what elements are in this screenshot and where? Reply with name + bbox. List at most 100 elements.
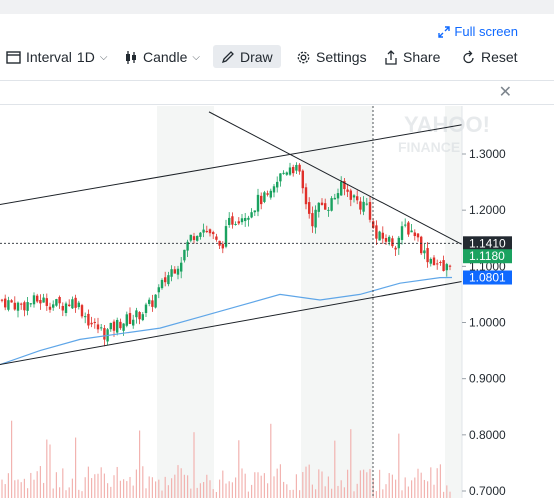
volume-bar	[257, 472, 259, 498]
volume-bar	[414, 477, 416, 498]
candle-body	[228, 217, 231, 226]
volume-bar	[244, 473, 246, 498]
volume-bar	[340, 480, 342, 498]
candle-body	[221, 244, 224, 249]
chart-type-dropdown[interactable]: Candle ⌵	[124, 44, 200, 70]
candle-body	[4, 298, 7, 308]
candle-body	[84, 316, 87, 318]
candle-body	[285, 172, 288, 175]
volume-bar	[78, 489, 80, 498]
reset-button[interactable]: Reset	[462, 44, 518, 70]
candle-body	[212, 232, 215, 235]
volume-bar	[324, 486, 326, 498]
fullscreen-button[interactable]: Full screen	[438, 24, 518, 39]
volume-bar	[311, 484, 313, 498]
candle-body	[170, 269, 173, 277]
calendar-icon	[6, 51, 21, 64]
candle-body	[372, 221, 375, 228]
candle-body	[68, 304, 71, 306]
candlesticks	[0, 162, 452, 347]
candle-body	[55, 299, 58, 306]
candle-body	[0, 299, 4, 301]
trendline[interactable]	[0, 124, 463, 205]
candle-body	[346, 189, 349, 192]
volume-bar	[17, 479, 19, 498]
candle-body	[349, 190, 352, 200]
candle-body	[397, 237, 400, 249]
candle-body	[125, 314, 128, 326]
candle-body	[148, 299, 151, 304]
volume-bar	[100, 467, 102, 498]
volume-bar	[11, 420, 13, 498]
volume-bar	[327, 476, 329, 498]
gear-icon	[297, 51, 310, 63]
candle-body	[269, 190, 272, 198]
volume-bar	[347, 469, 349, 498]
volume-bar	[23, 478, 25, 498]
candle-body	[103, 328, 106, 340]
volume-bar	[129, 476, 131, 498]
candle-body	[20, 303, 23, 305]
y-tick-label: 1.2000	[469, 203, 506, 217]
candle-body	[77, 302, 80, 308]
volume-bar	[263, 473, 265, 498]
volume-bar	[331, 488, 333, 498]
volume-bar	[49, 444, 51, 498]
share-button[interactable]: Share	[384, 44, 440, 70]
interval-dropdown[interactable]: Interval 1D ⌵	[6, 44, 107, 70]
candle-body	[90, 322, 93, 325]
candle-body	[400, 226, 404, 240]
volume-bar	[385, 484, 387, 498]
candle-body	[119, 321, 122, 329]
price-chart[interactable]: YAHOO! FINANCE 1.30001.20001.10001.00000…	[0, 106, 554, 498]
candle-body	[429, 258, 432, 264]
candle-body	[263, 192, 266, 202]
price-label-text: 1.0801	[469, 271, 506, 285]
candle-body	[330, 198, 333, 211]
chart-toolbar: Interval 1D ⌵ Candle ⌵ Draw Settings Sha…	[0, 44, 554, 72]
volume-bar	[39, 466, 41, 498]
expand-arrows-icon	[438, 25, 451, 38]
candle-body	[340, 181, 343, 196]
y-axis: 1.30001.20001.10001.00000.90000.80000.70…	[462, 147, 506, 498]
interval-label: Interval	[26, 49, 72, 65]
candle-body	[16, 302, 20, 311]
volume-bar	[379, 469, 381, 498]
candle-body	[378, 231, 381, 241]
trendline[interactable]	[208, 111, 463, 245]
volume-bar	[199, 483, 201, 498]
volume-bar	[411, 480, 413, 498]
candle-body	[388, 236, 391, 242]
candle-body	[359, 201, 362, 210]
volume-bar	[359, 470, 361, 498]
volume-bar	[155, 481, 157, 498]
candle-body	[13, 302, 16, 310]
candle-body	[394, 247, 397, 250]
trendline[interactable]	[0, 281, 463, 366]
volume-bar	[222, 470, 224, 498]
candle-body	[317, 202, 320, 212]
volume-bar	[260, 475, 262, 498]
chart-type-label: Candle	[143, 49, 188, 65]
volume-bar	[299, 490, 301, 498]
candle-body	[343, 180, 346, 190]
volume-bar	[251, 484, 253, 498]
candle-body	[61, 305, 64, 311]
volume-bar	[206, 474, 208, 498]
draw-button[interactable]: Draw	[213, 45, 281, 68]
candle-body	[42, 297, 45, 303]
volume-bar	[7, 473, 9, 498]
close-icon[interactable]: ✕	[498, 84, 512, 101]
candle-body	[48, 306, 52, 310]
volume-bar	[343, 487, 345, 498]
volume-bar	[427, 481, 429, 498]
volume-bar	[158, 479, 160, 498]
settings-button[interactable]: Settings	[296, 44, 367, 70]
volume-bar	[318, 469, 320, 498]
chevron-down-icon: ⌵	[192, 51, 200, 63]
volume-bar	[436, 468, 438, 498]
price-label-box	[463, 236, 512, 251]
moving-average-line	[0, 276, 453, 366]
candle-body	[352, 195, 356, 198]
